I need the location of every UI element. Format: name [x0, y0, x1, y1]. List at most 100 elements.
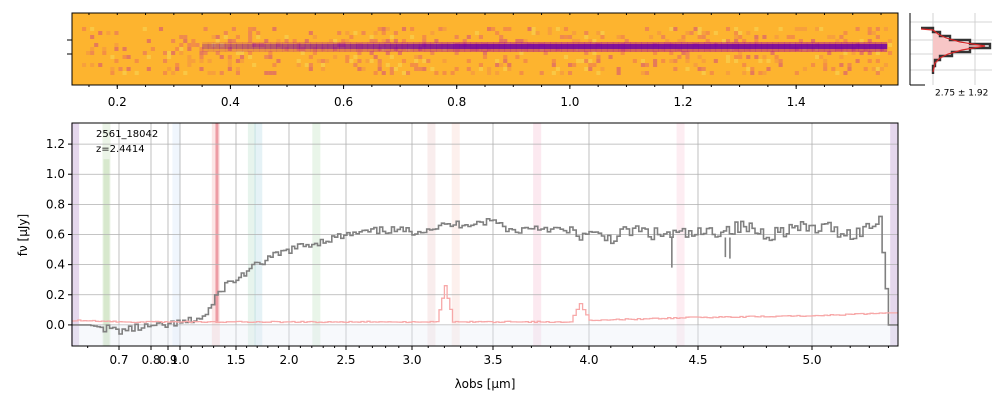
spectrum-2d-noise-pixel [721, 39, 726, 43]
spectrum-2d-noise-pixel [349, 35, 354, 39]
spectrum-2d-noise-pixel [454, 51, 459, 55]
spectrum-2d-noise-pixel [762, 71, 767, 75]
spectrum-2d-noise-pixel [292, 39, 297, 43]
spectrum-2d-noise-pixel [701, 71, 706, 75]
x-axis: 0.7 0.80.91.0 1.5 2.0 2.5 3.0 3.5 4.0 4.5 5.0 [87, 346, 889, 367]
spectrum-2d-noise-pixel [839, 35, 844, 39]
spectrum-2d-trace-core [550, 44, 557, 49]
spectrum-2d-noise-pixel [507, 67, 512, 71]
x-tick-label: 2.0 [279, 353, 298, 367]
spectrum-2d-noise-pixel [596, 31, 601, 35]
spectrum-2d-noise-pixel [887, 39, 893, 43]
spectrum-2d-trace-halo [321, 42, 329, 52]
spectrum-2d-noise-pixel [875, 27, 880, 31]
spectrum-2d-noise-pixel [418, 55, 423, 59]
spectrum-2d-noise-pixel [661, 59, 666, 63]
spectrum-2d-trace-core [841, 44, 848, 49]
spectrum-2d-noise-pixel [778, 27, 783, 31]
spectrum-2d-noise-pixel [482, 51, 488, 55]
spectrum-2d-noise-pixel [146, 55, 151, 59]
spectrum-2d-noise-pixel [677, 55, 682, 59]
spectrum-2d-noise-pixel [555, 67, 560, 71]
spectrum-2d-noise-pixel [685, 31, 690, 35]
spectrum-2d-trace-core [772, 44, 779, 49]
spectrum-2d-noise-pixel [758, 71, 763, 75]
spectrum-2d-noise-pixel [434, 71, 439, 75]
spectrum-2d-trace-core [350, 44, 357, 49]
spectrum-2d-noise-pixel [357, 51, 362, 55]
spectrum-2d-noise-pixel [592, 39, 597, 43]
spectrum-2d-noise-pixel [163, 51, 168, 55]
profile-fill [933, 28, 990, 74]
spectrum-2d-trace-core [555, 44, 563, 49]
spectrum-2d-noise-pixel [207, 71, 212, 75]
spectrum-2d-noise-pixel [422, 39, 427, 43]
spectrum-2d-noise-pixel [369, 39, 374, 43]
spectrum-2d-noise-pixel [252, 43, 257, 47]
spectrum-2d-noise-pixel [114, 43, 119, 47]
spectrum-2d-trace-core [367, 44, 374, 49]
spectrum-2d-noise-pixel [754, 27, 759, 31]
spectrum-2d-noise-pixel [235, 35, 240, 39]
spectrum-2d-trace-core [264, 44, 272, 49]
profile-plot [910, 13, 992, 85]
spectrum-2d-noise-pixel [264, 39, 269, 43]
spectrum-2d-noise-pixel [839, 55, 844, 59]
spectrum-2d-noise-pixel [588, 39, 593, 43]
spectrum-2d-noise-pixel [738, 31, 743, 35]
spectrum-2d-noise-pixel [377, 63, 382, 67]
spectrum-2d-trace-core [823, 44, 831, 49]
spectrum-2d-noise-pixel [337, 31, 342, 35]
spectrum-2d-noise-pixel [122, 71, 127, 75]
spectrum-2d-noise-pixel [588, 59, 593, 63]
spectrum-2d-noise-pixel [235, 71, 240, 75]
spectrum-2d-trace-core [590, 44, 597, 49]
spectrum-2d-trace-core [407, 44, 414, 49]
spectrum-2d-noise-pixel [211, 43, 216, 47]
spectrum-2d-noise-pixel [608, 55, 613, 59]
spectrum-2d-noise-pixel [495, 71, 500, 75]
profile-data-line [921, 26, 992, 74]
spectrum-2d-noise-pixel [491, 27, 496, 31]
spectrum-2d-noise-pixel [252, 27, 257, 31]
spectrum-2d-noise-pixel [442, 71, 447, 75]
spectrum-2d-noise-pixel [434, 39, 439, 43]
spectrum-2d-trace-halo [224, 42, 232, 52]
spectrum-2d-noise-pixel [495, 59, 500, 63]
line-marker-strong [215, 123, 219, 323]
spectrum-2d-noise-pixel [705, 31, 710, 35]
spectrum-2d-noise-pixel [361, 67, 366, 71]
spectrum-2d-trace-core [647, 44, 654, 49]
spectrum-2d-noise-pixel [847, 63, 852, 67]
spectrum-2d-noise-pixel [835, 39, 840, 43]
spectrum-2d-noise-pixel [863, 67, 868, 71]
spectrum-2d-trace-halo [219, 42, 226, 52]
spectrum-2d-noise-pixel [875, 71, 880, 75]
spectrum-2d-noise-pixel [584, 35, 589, 39]
spectrum-2d-noise-pixel [584, 31, 589, 35]
spectrum-2d-trace-core [441, 44, 448, 49]
spectrum-2d-trace-core [487, 44, 494, 49]
spectrum-2d-noise-pixel [466, 67, 471, 71]
spectrum-2d-noise-pixel [167, 51, 172, 55]
spectrum-2d-noise-pixel [572, 63, 577, 67]
spectrum-2d-noise-pixel [547, 31, 552, 35]
spectrum-2d-noise-pixel [345, 59, 350, 63]
spectrum-2d-trace-core [236, 44, 243, 49]
spectrum-2d-noise-pixel [175, 63, 180, 67]
spectrum-2d-noise-pixel [855, 27, 860, 31]
spectrum-2d-noise-pixel [325, 59, 330, 63]
x-tick-label: 5.0 [802, 353, 821, 367]
spectrum-2d-noise-pixel [815, 27, 820, 31]
spectrum-2d-trace-core [761, 44, 768, 49]
spectrum-2d-noise-pixel [640, 59, 645, 63]
spectrum-2d-noise-pixel [179, 51, 184, 55]
spectrum-2d-noise-pixel [90, 35, 95, 39]
spectrum-2d-noise-pixel [187, 63, 192, 67]
spectrum-2d-noise-pixel [551, 71, 556, 75]
spectrum-2d-trace-core [304, 44, 312, 49]
spectrum-2d-noise-pixel [300, 51, 305, 55]
spectrum-2d-noise-pixel [766, 59, 771, 63]
spectrum-2d-trace-core [738, 44, 745, 49]
spectrum-2d-noise-pixel [693, 63, 698, 67]
